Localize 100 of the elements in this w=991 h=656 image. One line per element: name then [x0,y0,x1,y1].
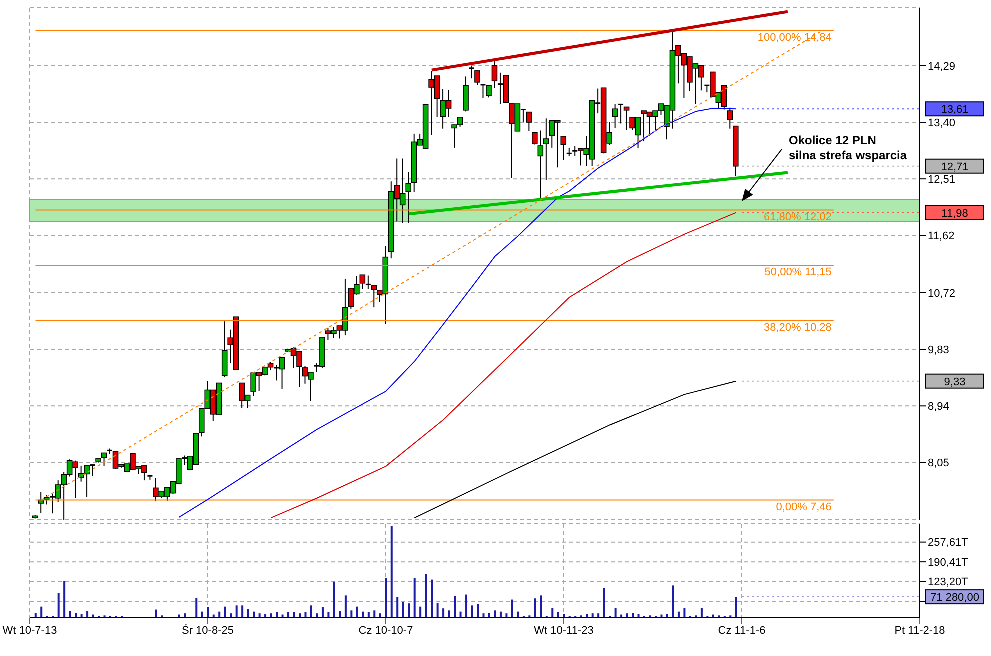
annotation: Okolice 12 PLN silna strefa wsparcia [789,133,908,162]
bar [333,582,336,618]
bar [310,606,312,618]
bar [431,580,434,618]
bar [460,612,462,618]
bar [69,611,72,618]
bar [40,606,43,618]
candlestick [612,104,618,129]
bar [390,526,393,618]
ref-line-label: 50,00% 11,15 [764,266,832,279]
bar [563,614,566,618]
bar [75,613,78,618]
bar [454,596,456,618]
bar [420,606,422,618]
bar [477,604,479,618]
candlestick [544,118,550,181]
bar [201,612,204,618]
bar [408,604,410,618]
bar [626,614,628,618]
ref-line-label: 61,80% 12,02 [764,211,832,224]
bar [258,614,261,618]
bar [322,607,324,618]
bar [592,614,594,618]
line-series [270,212,737,519]
bar [614,608,617,618]
candlestick [538,130,544,200]
y-tick-label: 13,40 [928,117,956,130]
ref-line-label: 100,00% 14,84 [758,32,832,44]
candlestick [560,136,567,161]
ref-line-label: 71 280,00 [930,592,980,604]
bar [666,614,668,618]
ref-line-label: 12,71 [941,161,969,174]
line-series [178,108,737,518]
bar [598,614,600,618]
x-tick-label: Wt 10-7-13 [2,624,58,637]
candlestick [727,107,734,130]
x-tick-label: Cz 10-10-7 [358,624,414,637]
bar [247,609,250,618]
bar [299,614,301,618]
bar [350,610,353,618]
bar [224,606,226,618]
bar [196,598,198,618]
bar [385,578,388,618]
bar [242,606,244,618]
bar [155,610,158,618]
bar [425,574,428,618]
ref-line-label: 38,20% 10,28 [764,322,832,334]
bar [471,606,474,618]
bar [402,602,404,618]
bar [482,614,485,618]
bar [494,610,496,618]
bar [218,612,221,618]
bar [603,588,606,618]
ref-line-label: 13,61 [941,104,969,116]
candlestick [492,60,498,89]
y-tick-label: 11,62 [928,230,955,243]
y-tick-label: 257,61T [928,537,969,550]
y-tick-label: 9,83 [928,344,950,356]
bar [34,613,37,618]
bar [448,610,450,618]
bar [534,598,536,618]
ref-line-label: 9,33 [944,376,966,388]
bar [184,614,186,618]
ref-line-label: 11,98 [942,208,968,220]
y-tick-label: 10,72 [928,288,956,300]
bar [344,596,347,618]
bar [356,606,358,618]
bar [236,606,238,618]
bar [253,612,256,618]
bar [86,611,89,618]
bar [362,612,364,618]
bar [678,612,680,618]
x-tick-label: Śr 10-8-25 [182,624,234,637]
bar [511,600,514,618]
bar [80,614,83,618]
candlestick [526,112,532,132]
bar [700,608,703,618]
bar [586,614,588,618]
bar [500,612,502,618]
candlestick [468,65,476,80]
bar [64,581,66,618]
candlestick [624,106,630,131]
x-tick-label: Wt 10-11-23 [534,624,594,637]
bar [270,614,272,618]
bar [207,607,210,618]
y-tick-label: 8,94 [928,401,950,414]
y-tick-label: 123,20T [928,576,969,589]
y-tick-label: 8,05 [928,458,950,470]
bar [506,614,508,618]
bar [517,612,520,618]
x-tick-label: Pt 11-2-18 [894,624,946,637]
candlestick [474,70,480,86]
bar [396,597,399,618]
bar [638,614,640,618]
bar [414,578,416,618]
bar [379,614,382,618]
y-tick-label: 12,51 [928,174,956,186]
bar [230,614,232,618]
bar [672,586,674,618]
bar [58,593,60,618]
